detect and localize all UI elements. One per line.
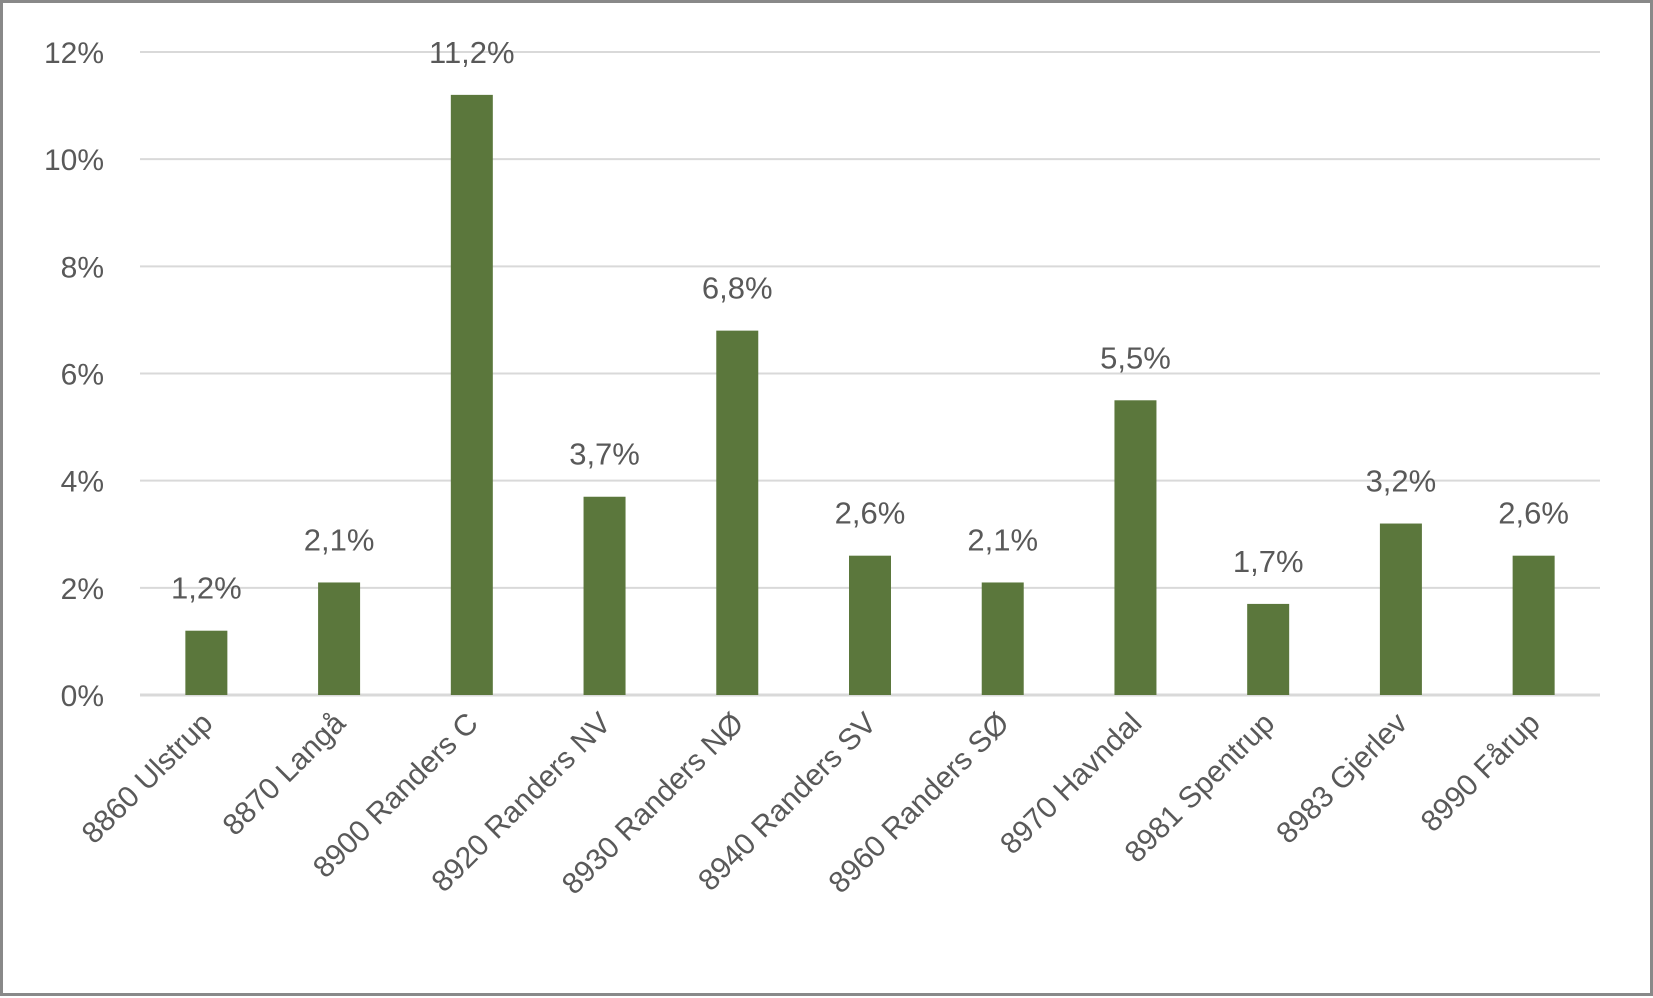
bar bbox=[1379, 523, 1422, 695]
data-label: 2,1% bbox=[967, 522, 1038, 557]
data-label: 1,2% bbox=[171, 571, 242, 606]
y-tick-label: 6% bbox=[61, 359, 104, 392]
data-label: 5,5% bbox=[1100, 340, 1171, 375]
bar bbox=[450, 94, 493, 695]
y-tick-label: 4% bbox=[61, 466, 104, 499]
bar bbox=[318, 582, 361, 695]
y-tick-label: 2% bbox=[61, 573, 104, 606]
x-tick-label: 8983 Gjerlev bbox=[1270, 707, 1414, 851]
x-tick-label: 8870 Langå bbox=[217, 706, 353, 842]
y-tick-label: 8% bbox=[61, 251, 104, 284]
data-label: 1,7% bbox=[1233, 544, 1304, 579]
bar bbox=[1247, 603, 1290, 695]
x-tick-label: 8970 Havndal bbox=[994, 707, 1148, 861]
y-tick-label: 12% bbox=[44, 37, 104, 70]
x-tick-label: 8990 Fårup bbox=[1415, 707, 1547, 839]
data-label: 2,6% bbox=[835, 496, 906, 531]
y-tick-label: 10% bbox=[44, 144, 104, 177]
data-label: 11,2% bbox=[429, 35, 515, 70]
x-tick-label: 8860 Ulstrup bbox=[76, 707, 220, 851]
data-label: 6,8% bbox=[702, 271, 773, 306]
data-label: 3,2% bbox=[1366, 464, 1437, 499]
bar bbox=[716, 330, 759, 695]
bar bbox=[583, 496, 626, 695]
bar bbox=[1512, 555, 1555, 695]
data-label: 3,7% bbox=[569, 437, 640, 472]
bar bbox=[1114, 400, 1157, 695]
y-tick-label: 0% bbox=[61, 680, 104, 713]
bar bbox=[185, 630, 228, 695]
data-label: 2,1% bbox=[304, 522, 375, 557]
chart-svg: 0% 2% 4% 6% 8% 10% 12% 1,2% 8860 Ulstrup 2,1% 8870… bbox=[44, 35, 1600, 901]
bar bbox=[981, 582, 1024, 695]
data-label: 2,6% bbox=[1498, 496, 1569, 531]
bar bbox=[849, 555, 891, 695]
